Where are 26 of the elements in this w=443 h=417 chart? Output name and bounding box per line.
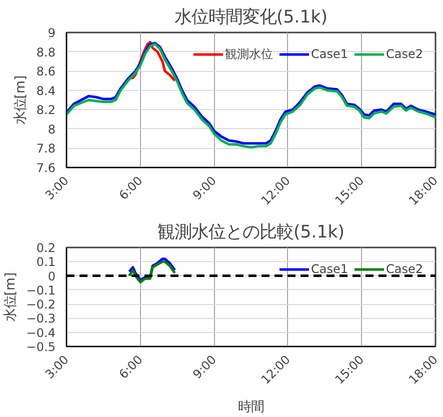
y-tick-label: 0: [48, 269, 56, 284]
y-tick-label: 8.2: [36, 103, 56, 118]
y-tick-label: −0.2: [26, 298, 56, 312]
y-tick-label: 8: [48, 122, 56, 136]
legend-label: Case1: [310, 262, 348, 276]
legend-label: Case2: [386, 47, 423, 61]
y-tick-label: −0.5: [26, 340, 56, 354]
y-axis-title: 水位[m]: [13, 75, 28, 125]
x-axis-title: 時間: [238, 400, 264, 415]
legend-label: Case2: [386, 262, 423, 276]
y-tick-label: 7.6: [36, 161, 56, 175]
y-tick-label: 0.2: [36, 241, 56, 255]
y-axis-title: 水位[m]: [3, 272, 18, 322]
y-tick-label: −0.3: [26, 312, 56, 326]
chart-title: 観測水位との比較(5.1k): [157, 222, 345, 242]
y-tick-label: 9: [48, 26, 56, 40]
y-tick-label: 8.8: [36, 45, 56, 60]
legend-label: 観測水位: [224, 46, 273, 62]
y-tick-label: −0.4: [26, 326, 56, 340]
legend-label: Case1: [310, 47, 348, 61]
chart-title: 水位時間変化(5.1k): [174, 8, 328, 28]
y-tick-label: 8.6: [36, 64, 56, 79]
y-tick-label: −0.1: [26, 283, 56, 298]
y-tick-label: 0.1: [36, 255, 56, 270]
y-tick-label: 7.8: [36, 142, 56, 156]
y-tick-label: 8.4: [36, 84, 56, 98]
